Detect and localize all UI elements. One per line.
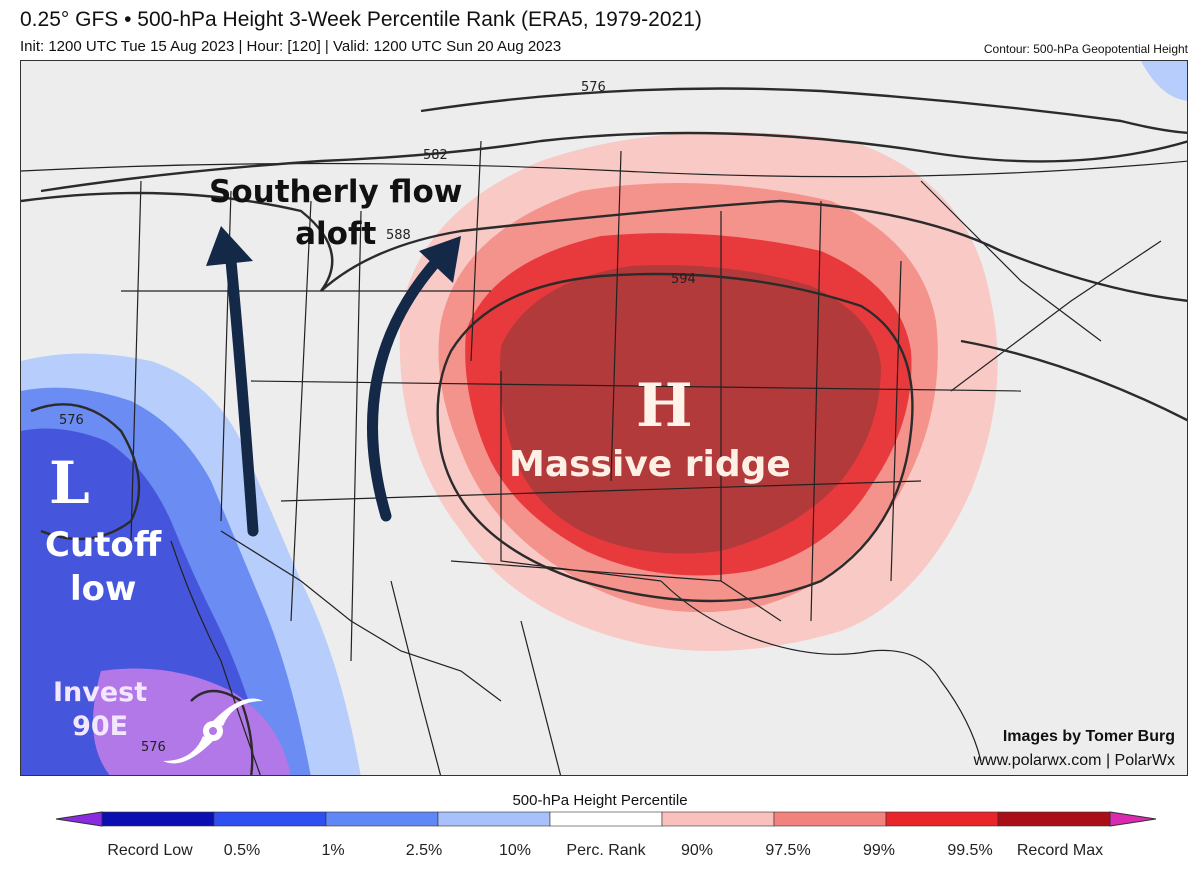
cutoff-low-label: Cutoff low bbox=[45, 523, 161, 611]
arrow-up-icon bbox=[367, 245, 452, 522]
hurricane-icon bbox=[163, 698, 263, 764]
low-pressure-symbol: L bbox=[49, 449, 90, 517]
flow-line1: Southerly flow bbox=[209, 174, 463, 210]
colorbar-tick-label: Record Max bbox=[1016, 842, 1104, 859]
ridge-label: Massive ridge bbox=[509, 444, 791, 485]
contour-label: 594 bbox=[671, 272, 696, 287]
contour-label: 582 bbox=[423, 148, 448, 163]
map-canvas: 576 582 588 594 576 576 bbox=[21, 61, 1187, 775]
colorbar-tick-label: 10% bbox=[498, 842, 532, 859]
colorbar-tick-label: 97.5% bbox=[765, 842, 811, 859]
colorbar-tick-label: 1% bbox=[321, 842, 345, 859]
flow-annotation: Southerly flow aloft bbox=[209, 171, 462, 255]
chart-subtitle: Init: 1200 UTC Tue 15 Aug 2023 | Hour: [… bbox=[20, 38, 562, 55]
colorbar-tick-label: 2.5% bbox=[405, 842, 443, 859]
contour-label: 588 bbox=[386, 228, 411, 243]
colorbar-tick-label: 99% bbox=[862, 842, 896, 859]
contour-labels: 576 582 588 594 576 576 bbox=[59, 80, 696, 755]
credit-block: Images by Tomer Burg www.polarwx.com | P… bbox=[973, 725, 1175, 773]
colorbar-segment bbox=[101, 811, 215, 827]
low-anomaly bbox=[21, 353, 361, 775]
arrow-up-icon bbox=[225, 255, 259, 537]
colorbar bbox=[55, 811, 1157, 827]
height-contours bbox=[21, 87, 1187, 775]
colorbar-tick-label: Perc. Rank bbox=[566, 842, 646, 859]
arrow-head-icon bbox=[419, 236, 461, 283]
colorbar-title: 500-hPa Height Percentile bbox=[512, 792, 688, 809]
high-pressure-symbol: H bbox=[636, 371, 693, 441]
colorbar-segment bbox=[437, 811, 551, 827]
colorbar-segment bbox=[549, 811, 663, 827]
invest-line2: 90E bbox=[72, 711, 129, 742]
credit-line1: Images by Tomer Burg bbox=[1002, 728, 1175, 745]
map-panel: 576 582 588 594 576 576 Southerly flow a… bbox=[20, 60, 1188, 776]
colorbar-segment bbox=[885, 811, 999, 827]
borders bbox=[21, 140, 1187, 775]
contour-label: 576 bbox=[59, 413, 84, 428]
colorbar-tick-label: 99.5% bbox=[947, 842, 993, 859]
ridge-anomaly bbox=[399, 132, 998, 652]
flow-line2: aloft bbox=[295, 216, 377, 252]
low-line2: low bbox=[69, 569, 137, 609]
contour-label: 576 bbox=[581, 80, 606, 95]
invest-line1: Invest bbox=[53, 677, 148, 708]
colorbar-segment bbox=[773, 811, 887, 827]
contour-note: Contour: 500-hPa Geopotential Height bbox=[983, 42, 1188, 56]
colorbar-segment bbox=[997, 811, 1111, 827]
colorbar-segment bbox=[213, 811, 327, 827]
chart-title: 0.25° GFS • 500-hPa Height 3-Week Percen… bbox=[20, 8, 702, 31]
colorbar-segment bbox=[1109, 811, 1157, 827]
arrow-head-icon bbox=[206, 226, 253, 266]
contour-label: 576 bbox=[141, 740, 166, 755]
invest-label: Invest 90E bbox=[53, 676, 147, 744]
flow-arrows bbox=[225, 245, 452, 537]
arrow-heads bbox=[206, 226, 461, 283]
colorbar-segment bbox=[661, 811, 775, 827]
colorbar-segment bbox=[55, 811, 103, 827]
low-anomaly-corner bbox=[1141, 61, 1187, 101]
credit-line2: www.polarwx.com | PolarWx bbox=[973, 752, 1175, 769]
colorbar-tick-label: 90% bbox=[680, 842, 714, 859]
colorbar-tick-label: Record Low bbox=[107, 842, 193, 859]
colorbar-segment bbox=[325, 811, 439, 827]
low-line1: Cutoff bbox=[45, 525, 162, 565]
colorbar-tick-label: 0.5% bbox=[223, 842, 261, 859]
